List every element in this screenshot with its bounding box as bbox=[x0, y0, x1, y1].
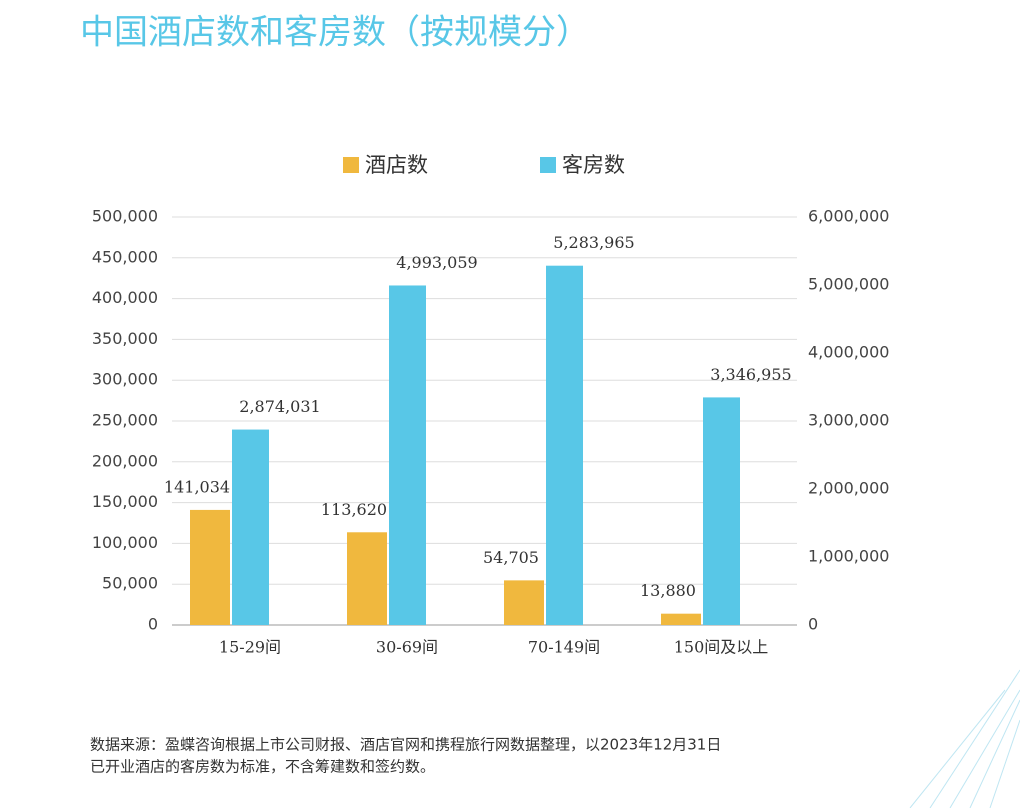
legend-label: 客房数 bbox=[562, 153, 625, 177]
bar bbox=[232, 429, 269, 625]
y-tick-label: 400,000 bbox=[92, 288, 158, 307]
data-label: 3,346,955 bbox=[710, 365, 791, 384]
bar bbox=[190, 509, 230, 625]
x-tick-label: 15-29间 bbox=[219, 638, 281, 657]
y-tick-label: 300,000 bbox=[92, 370, 158, 389]
data-label: 5,283,965 bbox=[553, 233, 634, 252]
y2-tick-label: 6,000,000 bbox=[808, 207, 889, 226]
data-label: 141,034 bbox=[164, 477, 230, 496]
y-tick-label: 100,000 bbox=[92, 533, 158, 552]
bar bbox=[703, 397, 740, 625]
bar bbox=[389, 285, 426, 625]
chart-title: 中国酒店数和客房数（按规模分） bbox=[80, 13, 590, 53]
bar bbox=[661, 613, 701, 625]
decoration bbox=[909, 669, 1020, 808]
y-tick-label: 0 bbox=[148, 615, 158, 634]
y2-tick-label: 5,000,000 bbox=[808, 275, 889, 294]
x-tick-label: 30-69间 bbox=[376, 638, 438, 657]
data-label: 54,705 bbox=[483, 548, 539, 567]
y2-tick-label: 1,000,000 bbox=[808, 547, 889, 566]
y2-tick-label: 3,000,000 bbox=[808, 411, 889, 430]
data-label: 2,874,031 bbox=[239, 397, 320, 416]
y-tick-label: 50,000 bbox=[102, 574, 158, 593]
source-note: 已开业酒店的客房数为标准，不含筹建数和签约数。 bbox=[90, 758, 435, 776]
legend-swatch bbox=[343, 157, 359, 173]
y-tick-label: 200,000 bbox=[92, 451, 158, 470]
y2-tick-label: 4,000,000 bbox=[808, 343, 889, 362]
y2-tick-label: 2,000,000 bbox=[808, 479, 889, 498]
y2-tick-label: 0 bbox=[808, 615, 818, 634]
data-label: 13,880 bbox=[640, 581, 696, 600]
y-tick-label: 500,000 bbox=[92, 207, 158, 226]
bar bbox=[504, 580, 544, 625]
data-label: 4,993,059 bbox=[396, 253, 477, 272]
bar bbox=[546, 265, 583, 625]
data-label: 113,620 bbox=[321, 500, 387, 519]
source-note: 数据来源：盈蝶咨询根据上市公司财报、酒店官网和携程旅行网数据整理，以2023年1… bbox=[90, 736, 721, 754]
bar bbox=[347, 532, 387, 625]
y-tick-label: 450,000 bbox=[92, 247, 158, 266]
x-tick-label: 70-149间 bbox=[528, 638, 600, 657]
y-tick-label: 150,000 bbox=[92, 492, 158, 511]
y-tick-label: 250,000 bbox=[92, 411, 158, 430]
legend-label: 酒店数 bbox=[365, 153, 428, 177]
y-tick-label: 350,000 bbox=[92, 329, 158, 348]
legend-swatch bbox=[540, 157, 556, 173]
x-tick-label: 150间及以上 bbox=[674, 638, 769, 657]
